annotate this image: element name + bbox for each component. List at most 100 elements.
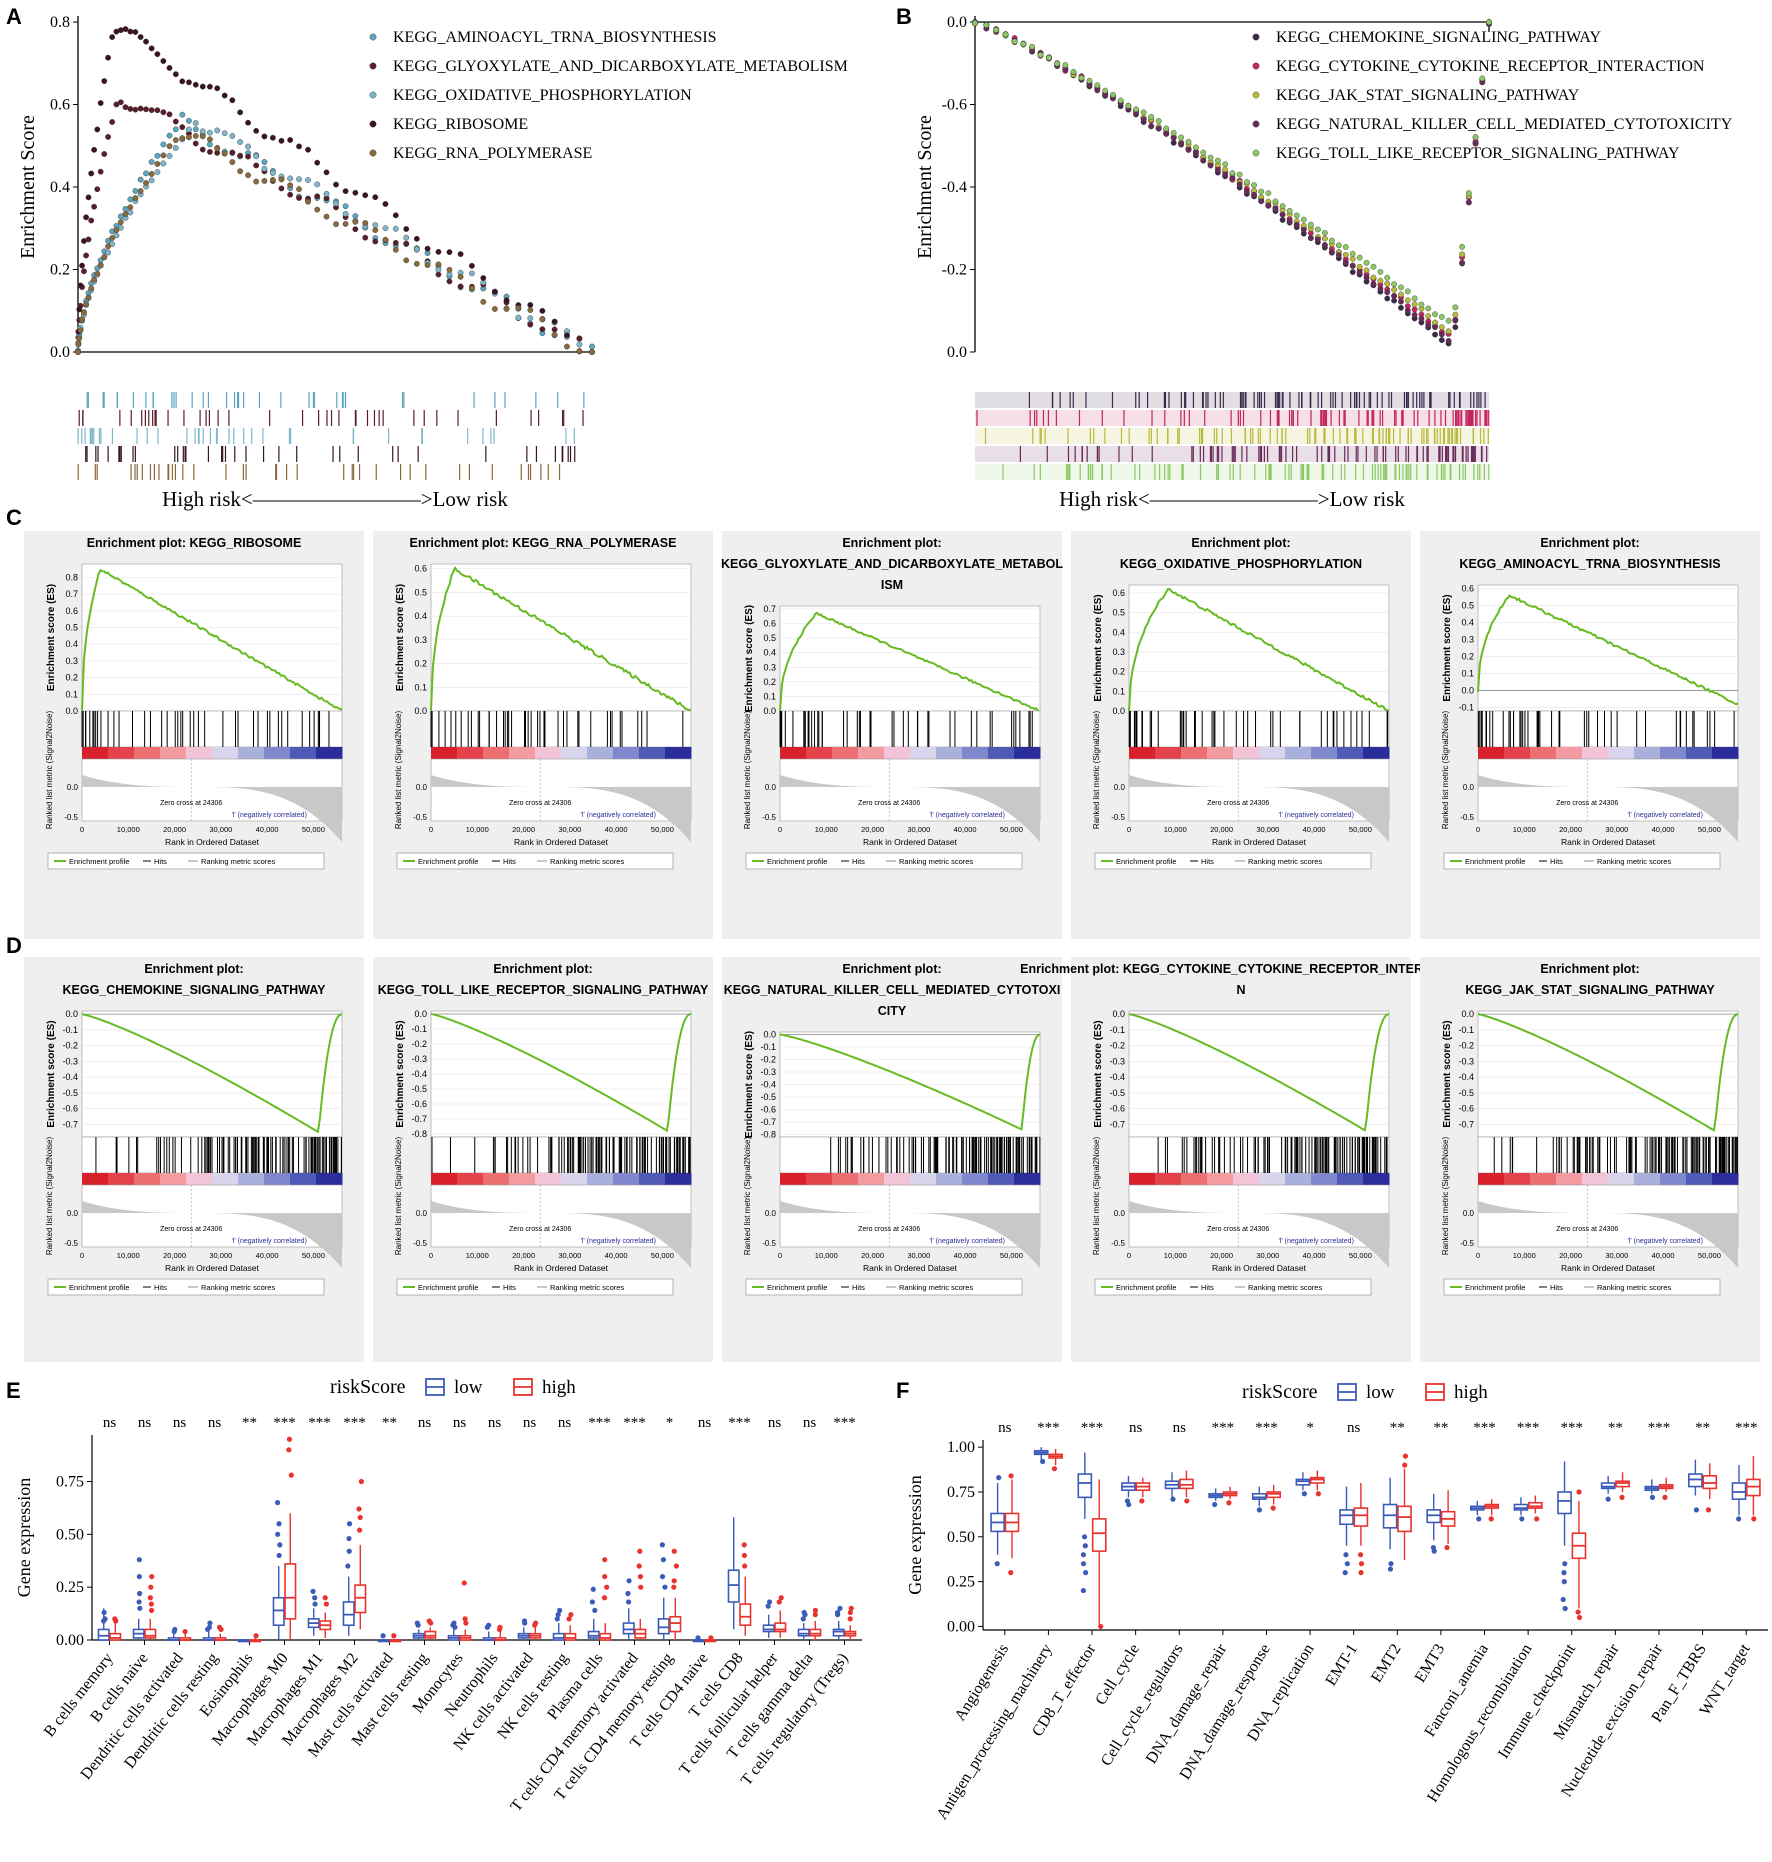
es-point: [1342, 244, 1349, 250]
box-outlier: [601, 1595, 608, 1601]
rank-color-segment: [1634, 1173, 1661, 1185]
box-outlier: [555, 1612, 561, 1618]
es-point: [166, 65, 173, 71]
es-tick-label: 0.1: [414, 682, 427, 692]
rank-tick-label: 30,000: [1256, 1251, 1279, 1260]
rank-color-segment: [665, 747, 692, 759]
es-plot-area: [1128, 584, 1390, 712]
box-body: [622, 1622, 635, 1635]
es-point: [1314, 236, 1321, 243]
gsea-legend-box: [1094, 852, 1372, 870]
es-point: [403, 240, 410, 247]
panel-letter-d: D: [6, 933, 22, 958]
box-outlier: [532, 1622, 538, 1628]
rank-axis-label: Rank in Ordered Dataset: [514, 837, 609, 847]
legend-metric-label: Ranking metric scores: [550, 1283, 624, 1292]
es-tick-label: -0.4: [1458, 1072, 1474, 1082]
es-point: [172, 126, 179, 133]
rank-tick-label: 50,000: [302, 1251, 325, 1260]
box-outlier: [461, 1580, 467, 1586]
es-point: [154, 169, 161, 176]
box-outlier: [1488, 1516, 1494, 1522]
box-outlier: [1083, 1570, 1089, 1576]
rank-color-segment: [780, 1173, 807, 1185]
y-tick-label: 0.0: [50, 344, 70, 361]
rank-tick-label: 10,000: [1513, 825, 1536, 834]
box-outlier: [345, 1563, 351, 1569]
es-tick-label: -0.3: [1109, 1056, 1125, 1066]
es-tick-label: -0.6: [1458, 1104, 1474, 1114]
es-point: [372, 194, 379, 201]
es-point: [229, 133, 236, 139]
es-point: [372, 222, 379, 228]
box-outlier: [1476, 1516, 1482, 1522]
significance-label: ns: [173, 1415, 187, 1431]
box-outlier: [847, 1616, 853, 1622]
es-point: [551, 318, 558, 325]
es-point: [403, 226, 410, 232]
es-point: [148, 107, 155, 113]
rank-color-segment: [457, 1173, 484, 1185]
enrichment-profile-curve: [430, 565, 692, 712]
box-outlier: [741, 1542, 747, 1548]
es-point: [1452, 317, 1459, 324]
es-point: [503, 297, 510, 304]
rank-tick-label: 30,000: [907, 1251, 930, 1260]
zero-cross-label: Zero cross at 24306: [1207, 800, 1269, 807]
es-tick-label: -0.4: [411, 1069, 427, 1079]
box-outlier: [776, 1599, 782, 1605]
metric-tick-label: 0.0: [765, 783, 777, 792]
es-point: [1486, 19, 1492, 26]
box-body: [809, 1628, 822, 1637]
es-point: [127, 209, 134, 216]
es-tick-label: 0.4: [414, 611, 427, 621]
ranking-metric-scores: [1129, 775, 1389, 842]
significance-label: ***: [1561, 1420, 1584, 1436]
legend-label: KEGG_CYTOKINE_CYTOKINE_RECEPTOR_INTERACT…: [1276, 58, 1705, 75]
es-tick-label: 0.6: [1461, 583, 1474, 593]
zero-cross-label: Zero cross at 24306: [1556, 1226, 1618, 1233]
panel-a-gsea-multi: 0.0 0.2 0.4 0.6 0.8 Enrichment Score KEGG_AMIN…: [17, 14, 848, 511]
box-body: [424, 1630, 437, 1639]
rank-color-segment: [1207, 747, 1234, 759]
legend-label: low: [454, 1377, 483, 1398]
es-point: [253, 162, 260, 169]
es-tick-label: 0.0: [1112, 1009, 1125, 1019]
ranking-metric-scores: [1478, 775, 1738, 842]
rank-tick-label: 30,000: [907, 825, 930, 834]
es-point: [117, 99, 124, 106]
es-point: [245, 172, 251, 179]
box-outlier: [1256, 1507, 1262, 1513]
box-outlier: [1184, 1498, 1190, 1504]
rank-tick-label: 40,000: [605, 1251, 628, 1260]
rank-color-segment: [1129, 747, 1156, 759]
es-point: [1438, 337, 1445, 343]
box-outlier: [101, 1618, 107, 1624]
significance-label: ns: [998, 1420, 1012, 1436]
es-point: [229, 149, 236, 156]
es-point: [132, 106, 139, 113]
es-point: [206, 148, 213, 155]
metric-axis-label: Ranked list metric (Signal2Noise): [1092, 711, 1101, 830]
legend-label: KEGG_JAK_STAT_SIGNALING_PATHWAY: [1276, 87, 1580, 104]
rank-color-segment: [535, 1173, 562, 1185]
es-point: [1046, 54, 1052, 61]
es-point: [468, 262, 475, 269]
es-point: [1037, 51, 1044, 58]
panel-d-enrichment-plots: Enrichment plot: KEGG_CHEMOKINE_SIGNALING…: [24, 957, 1760, 1362]
panel-letter-b: B: [896, 4, 912, 29]
es-point: [1321, 229, 1328, 236]
rank-color-segment: [832, 1173, 859, 1185]
box-body: [1339, 1509, 1354, 1526]
box-outlier: [276, 1521, 282, 1527]
es-point: [109, 119, 116, 125]
box-outlier: [637, 1573, 644, 1580]
es-tick-label: 0.5: [1461, 600, 1474, 610]
es-point: [237, 139, 244, 145]
box-outlier: [286, 1447, 292, 1453]
rank-color-segment: [1233, 747, 1260, 759]
es-point: [81, 238, 87, 244]
y-tick-label: 0.2: [50, 262, 70, 279]
es-tick-label: 0.0: [763, 1030, 776, 1040]
y-tick-label: 0.50: [947, 1529, 975, 1546]
